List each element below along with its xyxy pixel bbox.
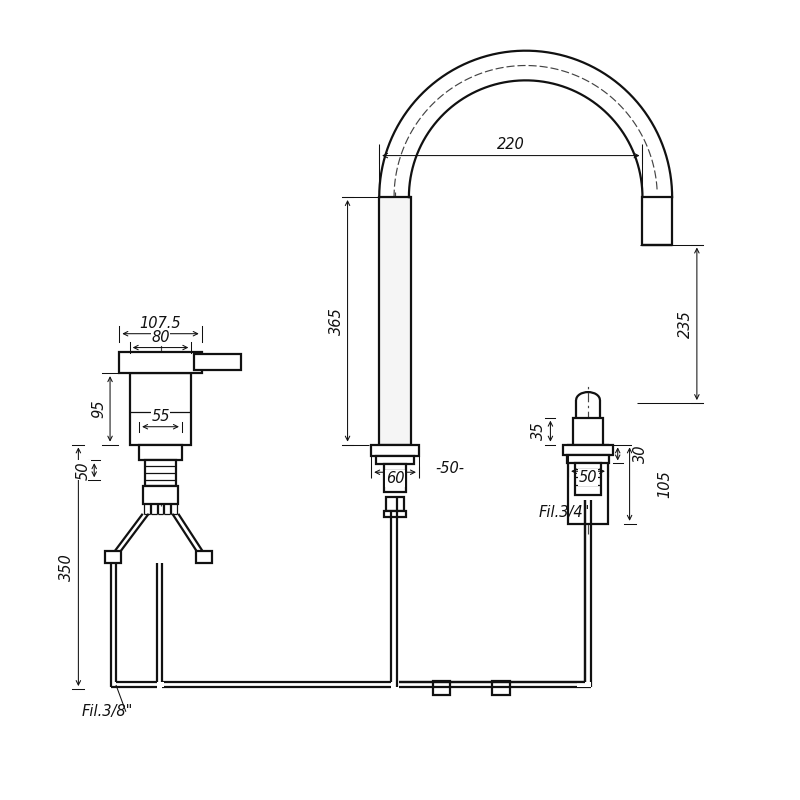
Bar [577,682,591,687]
Text: 50: 50 [75,461,90,479]
Bar [371,445,419,457]
Bar [642,197,672,245]
Bar [196,551,212,563]
Bar [139,445,182,460]
Text: -50-: -50- [435,461,464,476]
Bar [567,455,609,463]
Bar [384,511,406,517]
Text: Fil.3/8": Fil.3/8" [82,704,133,719]
Bar [573,418,603,445]
Bar [386,497,404,511]
Text: 235: 235 [678,310,693,338]
Bar [575,463,601,495]
Text: 60: 60 [386,471,404,486]
Text: 80: 80 [151,330,170,345]
Bar [145,460,176,486]
Bar [142,486,178,504]
Bar [379,197,411,445]
Bar [130,374,191,445]
Bar [568,445,608,524]
Bar [563,445,613,455]
Bar [105,551,121,563]
Text: 107.5: 107.5 [140,316,182,330]
Text: Fil.3/4": Fil.3/4" [538,506,590,520]
Bar [194,354,241,370]
Bar [376,457,414,464]
Text: 95: 95 [91,400,106,418]
Bar [384,464,406,492]
Text: 35: 35 [531,422,546,441]
Bar [492,681,510,695]
Bar [119,351,202,374]
Text: 105: 105 [658,470,672,498]
Text: 220: 220 [497,137,525,152]
Text: 365: 365 [329,307,343,334]
Text: 30: 30 [633,445,647,463]
Text: 55: 55 [151,409,170,424]
Text: 350: 350 [59,553,74,581]
Bar [433,681,450,695]
Text: 50: 50 [578,470,598,485]
Bar [157,682,165,687]
